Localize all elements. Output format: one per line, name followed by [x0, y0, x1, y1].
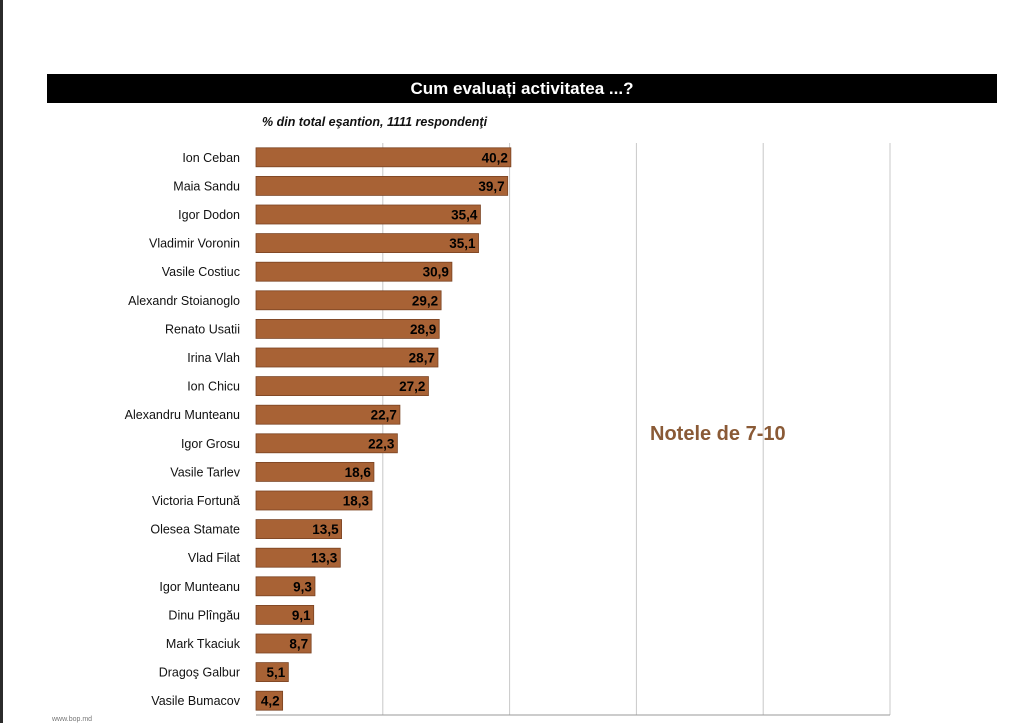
category-label: Vlad Filat — [188, 551, 241, 565]
bar — [255, 204, 481, 225]
bar — [255, 233, 479, 254]
category-label: Ion Chicu — [187, 380, 240, 394]
data-label: 28,7 — [409, 351, 435, 366]
data-label: 22,3 — [368, 436, 395, 451]
category-label: Vladimir Voronin — [149, 237, 240, 251]
category-label: Olesea Stamate — [150, 523, 240, 537]
category-label: Igor Dodon — [178, 208, 240, 222]
bar — [255, 376, 429, 397]
data-label: 28,9 — [410, 322, 436, 337]
data-label: 18,3 — [343, 494, 370, 509]
bar — [255, 633, 312, 654]
category-label: Mark Tkaciuk — [166, 637, 241, 651]
bar — [255, 175, 509, 196]
bar — [255, 147, 512, 168]
left-frame-border — [0, 0, 3, 723]
category-label: Igor Grosu — [181, 437, 240, 451]
bar — [255, 461, 375, 482]
bar — [255, 318, 440, 339]
bar — [255, 519, 342, 539]
data-label: 4,2 — [261, 694, 280, 709]
category-label: Irina Vlah — [187, 351, 240, 365]
category-label: Igor Munteanu — [159, 580, 240, 594]
chart-annotation: Notele de 7-10 — [650, 423, 786, 445]
category-label: Maia Sandu — [173, 179, 240, 193]
data-label: 35,1 — [449, 236, 476, 251]
bar — [255, 690, 284, 711]
category-label: Ion Ceban — [182, 151, 240, 165]
data-label: 9,1 — [292, 608, 311, 623]
data-label: 40,2 — [482, 150, 508, 165]
bar — [255, 290, 442, 311]
data-label: 30,9 — [423, 265, 449, 280]
data-label: 22,7 — [371, 408, 397, 423]
bar — [255, 662, 289, 682]
data-label: 27,2 — [399, 379, 425, 394]
category-label: Vasile Bumacov — [151, 694, 240, 708]
category-label: Dragoş Galbur — [159, 666, 240, 680]
category-label: Alexandr Stoianoglo — [128, 294, 240, 308]
chart-subtitle: % din total eşantion, 1111 respondenţi — [262, 115, 488, 129]
data-label: 9,3 — [293, 579, 312, 594]
category-label: Vasile Tarlev — [170, 465, 240, 479]
data-label: 13,3 — [311, 551, 338, 566]
data-label: 35,4 — [451, 208, 478, 223]
bar — [255, 347, 439, 368]
category-label: Dinu Plîngău — [168, 608, 240, 622]
bar — [255, 490, 373, 511]
bar — [255, 404, 401, 425]
bar — [255, 547, 341, 568]
chart-title: Cum evaluați activitatea ...? — [410, 78, 634, 98]
bar — [255, 261, 453, 282]
category-label: Vasile Costiuc — [162, 265, 240, 279]
data-label: 29,2 — [412, 293, 438, 308]
data-label: 13,5 — [312, 522, 339, 537]
data-label: 18,6 — [345, 465, 372, 480]
header-bar: Cum evaluați activitatea ...? — [47, 74, 997, 103]
bar — [255, 576, 316, 597]
data-label: 5,1 — [267, 665, 286, 680]
category-label: Alexandru Munteanu — [125, 408, 240, 422]
data-label: 8,7 — [289, 637, 308, 652]
bar — [255, 433, 398, 454]
category-label: Victoria Fortună — [152, 494, 240, 508]
category-label: Renato Usatii — [165, 322, 240, 336]
source-label: www.bop.md — [52, 716, 93, 723]
data-label: 39,7 — [478, 179, 504, 194]
bar — [255, 605, 315, 625]
